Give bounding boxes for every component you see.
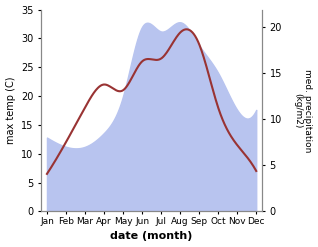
Y-axis label: max temp (C): max temp (C) — [5, 77, 16, 144]
Y-axis label: med. precipitation
(kg/m2): med. precipitation (kg/m2) — [293, 69, 313, 152]
X-axis label: date (month): date (month) — [110, 231, 193, 242]
